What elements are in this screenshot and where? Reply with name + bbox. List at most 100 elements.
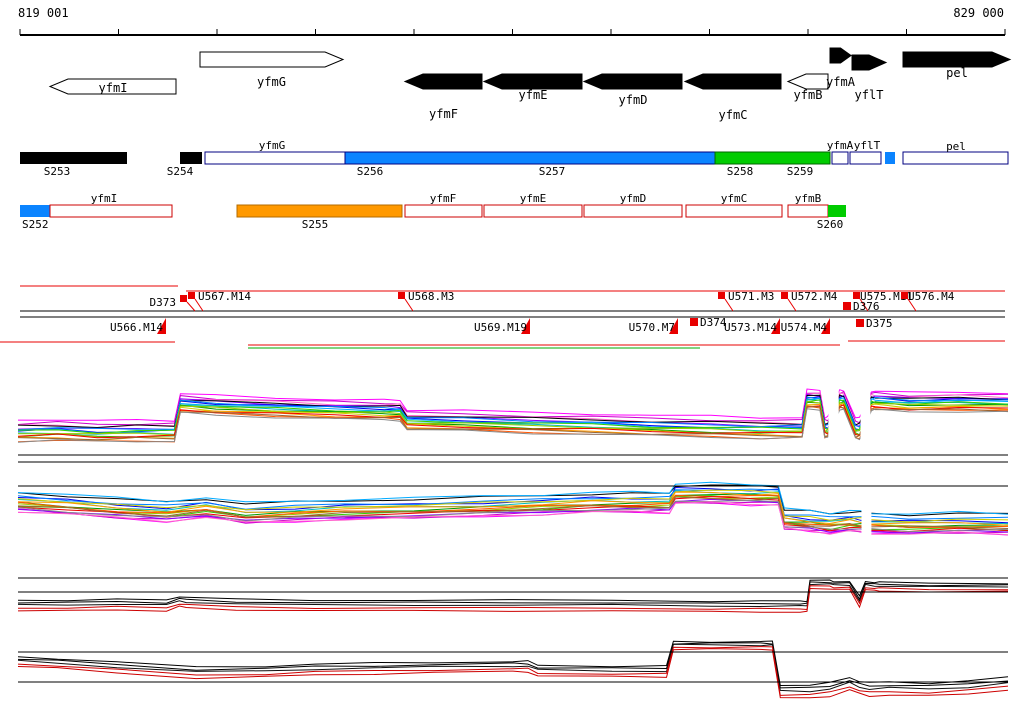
gene-arrow-yfmA[interactable]: [829, 47, 852, 64]
segment-yfmG-region[interactable]: [204, 151, 346, 165]
marker-U566.M14[interactable]: U566.M14: [110, 318, 166, 334]
marker-label-D373: D373: [150, 296, 177, 309]
gene-label-yfmI: yfmI: [99, 81, 128, 95]
marker-U576.M4[interactable]: U576.M4: [901, 290, 955, 312]
segment-label-yflT: yflT: [854, 139, 881, 152]
marker-D374[interactable]: D374: [690, 316, 727, 329]
profile-gap: [860, 388, 871, 466]
segment-label-S259: S259: [787, 165, 814, 178]
gene-arrow-yfmG[interactable]: [199, 51, 345, 68]
profile-line: [17, 400, 1009, 436]
ruler-start-label: 819 001: [18, 6, 69, 20]
marker-label-U573.M14: U573.M14: [724, 321, 777, 334]
profile-panel-4: [17, 640, 1009, 699]
segment-S260[interactable]: [828, 205, 846, 217]
segment-S252[interactable]: [20, 205, 50, 217]
segment-yfmD-box[interactable]: [583, 204, 683, 218]
gene-label-yfmB: yfmB: [794, 88, 823, 102]
segment-label-S255: S255: [302, 218, 329, 231]
segment-label-yfmI: yfmI: [91, 192, 118, 205]
marker-label-U567.M14: U567.M14: [198, 290, 251, 303]
marker-label-D376: D376: [853, 300, 880, 313]
profile-line: [17, 489, 1009, 523]
gene-arrow-yfmB[interactable]: [786, 73, 829, 90]
segment-yfmA-box[interactable]: [831, 151, 849, 165]
marker-U574.M4[interactable]: U574.M4: [781, 318, 830, 334]
segment-label-yfmC: yfmC: [721, 192, 748, 205]
segment-label-S256: S256: [357, 165, 384, 178]
segment-yfmB-box[interactable]: [787, 204, 829, 218]
gene-arrow-pel[interactable]: [902, 51, 1012, 68]
gene-label-yfmE: yfmE: [519, 88, 548, 102]
profile-line: [17, 642, 1009, 689]
segment-label-S254: S254: [167, 165, 194, 178]
gene-label-yfmC: yfmC: [719, 108, 748, 122]
marker-label-D375: D375: [866, 317, 893, 330]
profile-line: [17, 391, 1009, 426]
marker-U568.M3[interactable]: U568.M3: [398, 290, 454, 312]
segment-blue-square[interactable]: [885, 152, 895, 164]
gene-arrow-yfmC[interactable]: [683, 73, 782, 90]
segment-S254[interactable]: [180, 152, 202, 164]
profile-line: [17, 643, 1009, 693]
gene-label-pel: pel: [946, 66, 968, 80]
profile-line: [17, 583, 1009, 608]
profile-line: [17, 579, 1009, 603]
profile-gap: [828, 388, 839, 466]
profile-line: [17, 581, 1009, 605]
marker-U569.M19[interactable]: U569.M19: [474, 318, 530, 334]
segment-label-S260: S260: [817, 218, 844, 231]
marker-U567.M14[interactable]: U567.M14: [188, 290, 251, 312]
profile-line: [17, 648, 1009, 699]
segment-label-S252: S252: [22, 218, 49, 231]
profile-line: [17, 499, 1009, 533]
gene-arrow-yfmD[interactable]: [582, 73, 683, 90]
marker-D373[interactable]: D373: [150, 295, 196, 312]
segment-S253[interactable]: [20, 152, 127, 164]
marker-U573.M14[interactable]: U573.M14: [724, 318, 780, 334]
segment-yfmC-box[interactable]: [685, 204, 783, 218]
marker-D375[interactable]: D375: [856, 317, 893, 330]
segment-pel-box[interactable]: [902, 151, 1009, 165]
segment-S256-S257[interactable]: [344, 151, 716, 165]
marker-U571.M3[interactable]: U571.M3: [718, 290, 774, 312]
marker-label-U568.M3: U568.M3: [408, 290, 454, 303]
gene-arrow-yfmE[interactable]: [482, 73, 583, 90]
profile-line: [17, 481, 1009, 515]
segment-label-pel: pel: [946, 140, 966, 153]
marker-U570.M7[interactable]: U570.M7: [629, 318, 678, 334]
segment-yfmI-box[interactable]: [49, 204, 173, 218]
segment-yfmF-box[interactable]: [404, 204, 483, 218]
gene-label-yflT: yflT: [855, 88, 884, 102]
marker-label-U572.M4: U572.M4: [791, 290, 838, 303]
gene-label-yfmG: yfmG: [257, 75, 286, 89]
profile-line: [17, 396, 1009, 431]
gene-arrow-yfmF[interactable]: [403, 73, 483, 90]
segment-label-yfmA: yfmA: [827, 139, 854, 152]
profile-panel-1: [17, 388, 1009, 466]
segment-label-yfmG: yfmG: [259, 139, 286, 152]
segment-S258-S259[interactable]: [714, 151, 831, 165]
segment-yflT-box[interactable]: [849, 151, 882, 165]
segment-label-S253: S253: [44, 165, 71, 178]
profile-line: [17, 501, 1009, 536]
segment-yfmE-box[interactable]: [483, 204, 583, 218]
gene-arrow-yfmI[interactable]: [48, 78, 177, 95]
segment-S255[interactable]: [236, 204, 403, 218]
marker-label-U575.M11: U575.M11: [860, 290, 913, 303]
marker-label-U576.M4: U576.M4: [908, 290, 955, 303]
gene-arrow-yflT[interactable]: [851, 54, 888, 71]
profile-line: [17, 404, 1009, 439]
profile-panel-3: [17, 577, 1009, 613]
profile-line: [17, 585, 1009, 611]
marker-label-U569.M19: U569.M19: [474, 321, 527, 334]
segment-label-yfmE: yfmE: [520, 192, 547, 205]
segment-label-yfmF: yfmF: [430, 192, 457, 205]
segment-label-S258: S258: [727, 165, 754, 178]
segment-label-yfmD: yfmD: [620, 192, 647, 205]
marker-U572.M4[interactable]: U572.M4: [781, 290, 838, 312]
marker-D376[interactable]: D376: [843, 300, 880, 313]
marker-U575.M11[interactable]: U575.M11: [853, 290, 913, 312]
